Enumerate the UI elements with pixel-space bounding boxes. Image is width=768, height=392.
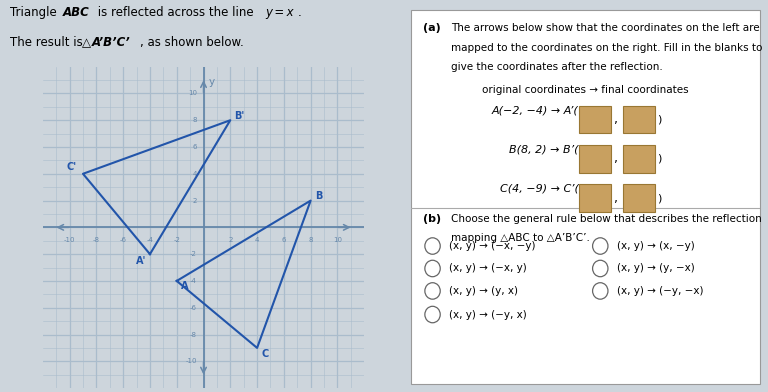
Text: C: C	[261, 349, 268, 359]
Text: -4: -4	[147, 237, 154, 243]
Text: △: △	[82, 36, 91, 49]
Text: 2: 2	[193, 198, 197, 203]
Text: Choose the general rule below that describes the reflection: Choose the general rule below that descr…	[451, 214, 762, 224]
Text: (x, y) → (y, x): (x, y) → (y, x)	[449, 286, 518, 296]
Text: 8: 8	[309, 237, 313, 243]
Text: ,: ,	[614, 152, 617, 165]
Text: C': C'	[66, 162, 76, 172]
Text: -8: -8	[190, 332, 197, 338]
Text: ABC: ABC	[63, 6, 90, 19]
Text: 10: 10	[188, 91, 197, 96]
Text: .: .	[298, 6, 302, 19]
Text: , as shown below.: , as shown below.	[140, 36, 243, 49]
Text: -4: -4	[190, 278, 197, 284]
FancyBboxPatch shape	[623, 184, 655, 212]
Text: -8: -8	[93, 237, 100, 243]
Text: 8: 8	[192, 117, 197, 123]
Text: The result is: The result is	[10, 36, 87, 49]
Text: -6: -6	[190, 305, 197, 311]
Text: B': B'	[234, 111, 244, 121]
Text: A: A	[180, 281, 188, 291]
FancyBboxPatch shape	[579, 145, 611, 172]
Text: -2: -2	[174, 237, 180, 243]
Text: A’B’C’: A’B’C’	[92, 36, 131, 49]
FancyBboxPatch shape	[579, 105, 611, 133]
Text: mapped to the coordinates on the right. Fill in the blanks to: mapped to the coordinates on the right. …	[451, 43, 763, 53]
Text: 2: 2	[228, 237, 233, 243]
Text: The arrows below show that the coordinates on the left are: The arrows below show that the coordinat…	[451, 23, 760, 33]
Text: y = x: y = x	[265, 6, 293, 19]
Text: ): )	[657, 154, 661, 164]
Text: 6: 6	[192, 144, 197, 150]
Text: Triangle: Triangle	[10, 6, 61, 19]
Text: 4: 4	[255, 237, 260, 243]
FancyBboxPatch shape	[623, 105, 655, 133]
Text: is reflected across the line: is reflected across the line	[94, 6, 257, 19]
FancyBboxPatch shape	[579, 184, 611, 212]
Text: mapping △ABC to △A’B’C’.: mapping △ABC to △A’B’C’.	[451, 233, 590, 243]
Text: 4: 4	[193, 171, 197, 177]
Text: 10: 10	[333, 237, 342, 243]
Text: (b): (b)	[423, 214, 442, 224]
Text: B(8, 2) → B’(: B(8, 2) → B’(	[509, 145, 578, 154]
Text: -10: -10	[185, 358, 197, 364]
Text: A(−2, −4) → A’(: A(−2, −4) → A’(	[492, 105, 578, 115]
Text: give the coordinates after the reflection.: give the coordinates after the reflectio…	[451, 62, 663, 72]
Text: ,: ,	[614, 192, 617, 205]
Text: (x, y) → (y, −x): (x, y) → (y, −x)	[617, 263, 694, 274]
Text: (x, y) → (−y, x): (x, y) → (−y, x)	[449, 310, 527, 319]
Text: ): )	[657, 114, 661, 125]
Text: ): )	[657, 193, 661, 203]
FancyBboxPatch shape	[623, 145, 655, 172]
Text: -6: -6	[120, 237, 127, 243]
Text: (x, y) → (−x, y): (x, y) → (−x, y)	[449, 263, 527, 274]
Text: A': A'	[136, 256, 146, 265]
Text: (a): (a)	[423, 23, 441, 33]
Text: B: B	[315, 191, 322, 201]
Text: (x, y) → (x, −y): (x, y) → (x, −y)	[617, 241, 694, 251]
Text: original coordinates → final coordinates: original coordinates → final coordinates	[482, 85, 689, 95]
Text: 6: 6	[282, 237, 286, 243]
Text: (x, y) → (−y, −x): (x, y) → (−y, −x)	[617, 286, 703, 296]
Text: (x, y) → (−x, −y): (x, y) → (−x, −y)	[449, 241, 535, 251]
Text: C(4, −9) → C’(: C(4, −9) → C’(	[500, 184, 578, 194]
FancyBboxPatch shape	[411, 10, 760, 384]
Text: -10: -10	[64, 237, 75, 243]
Text: -2: -2	[190, 251, 197, 257]
Text: ,: ,	[614, 113, 617, 126]
Text: y: y	[208, 77, 214, 87]
